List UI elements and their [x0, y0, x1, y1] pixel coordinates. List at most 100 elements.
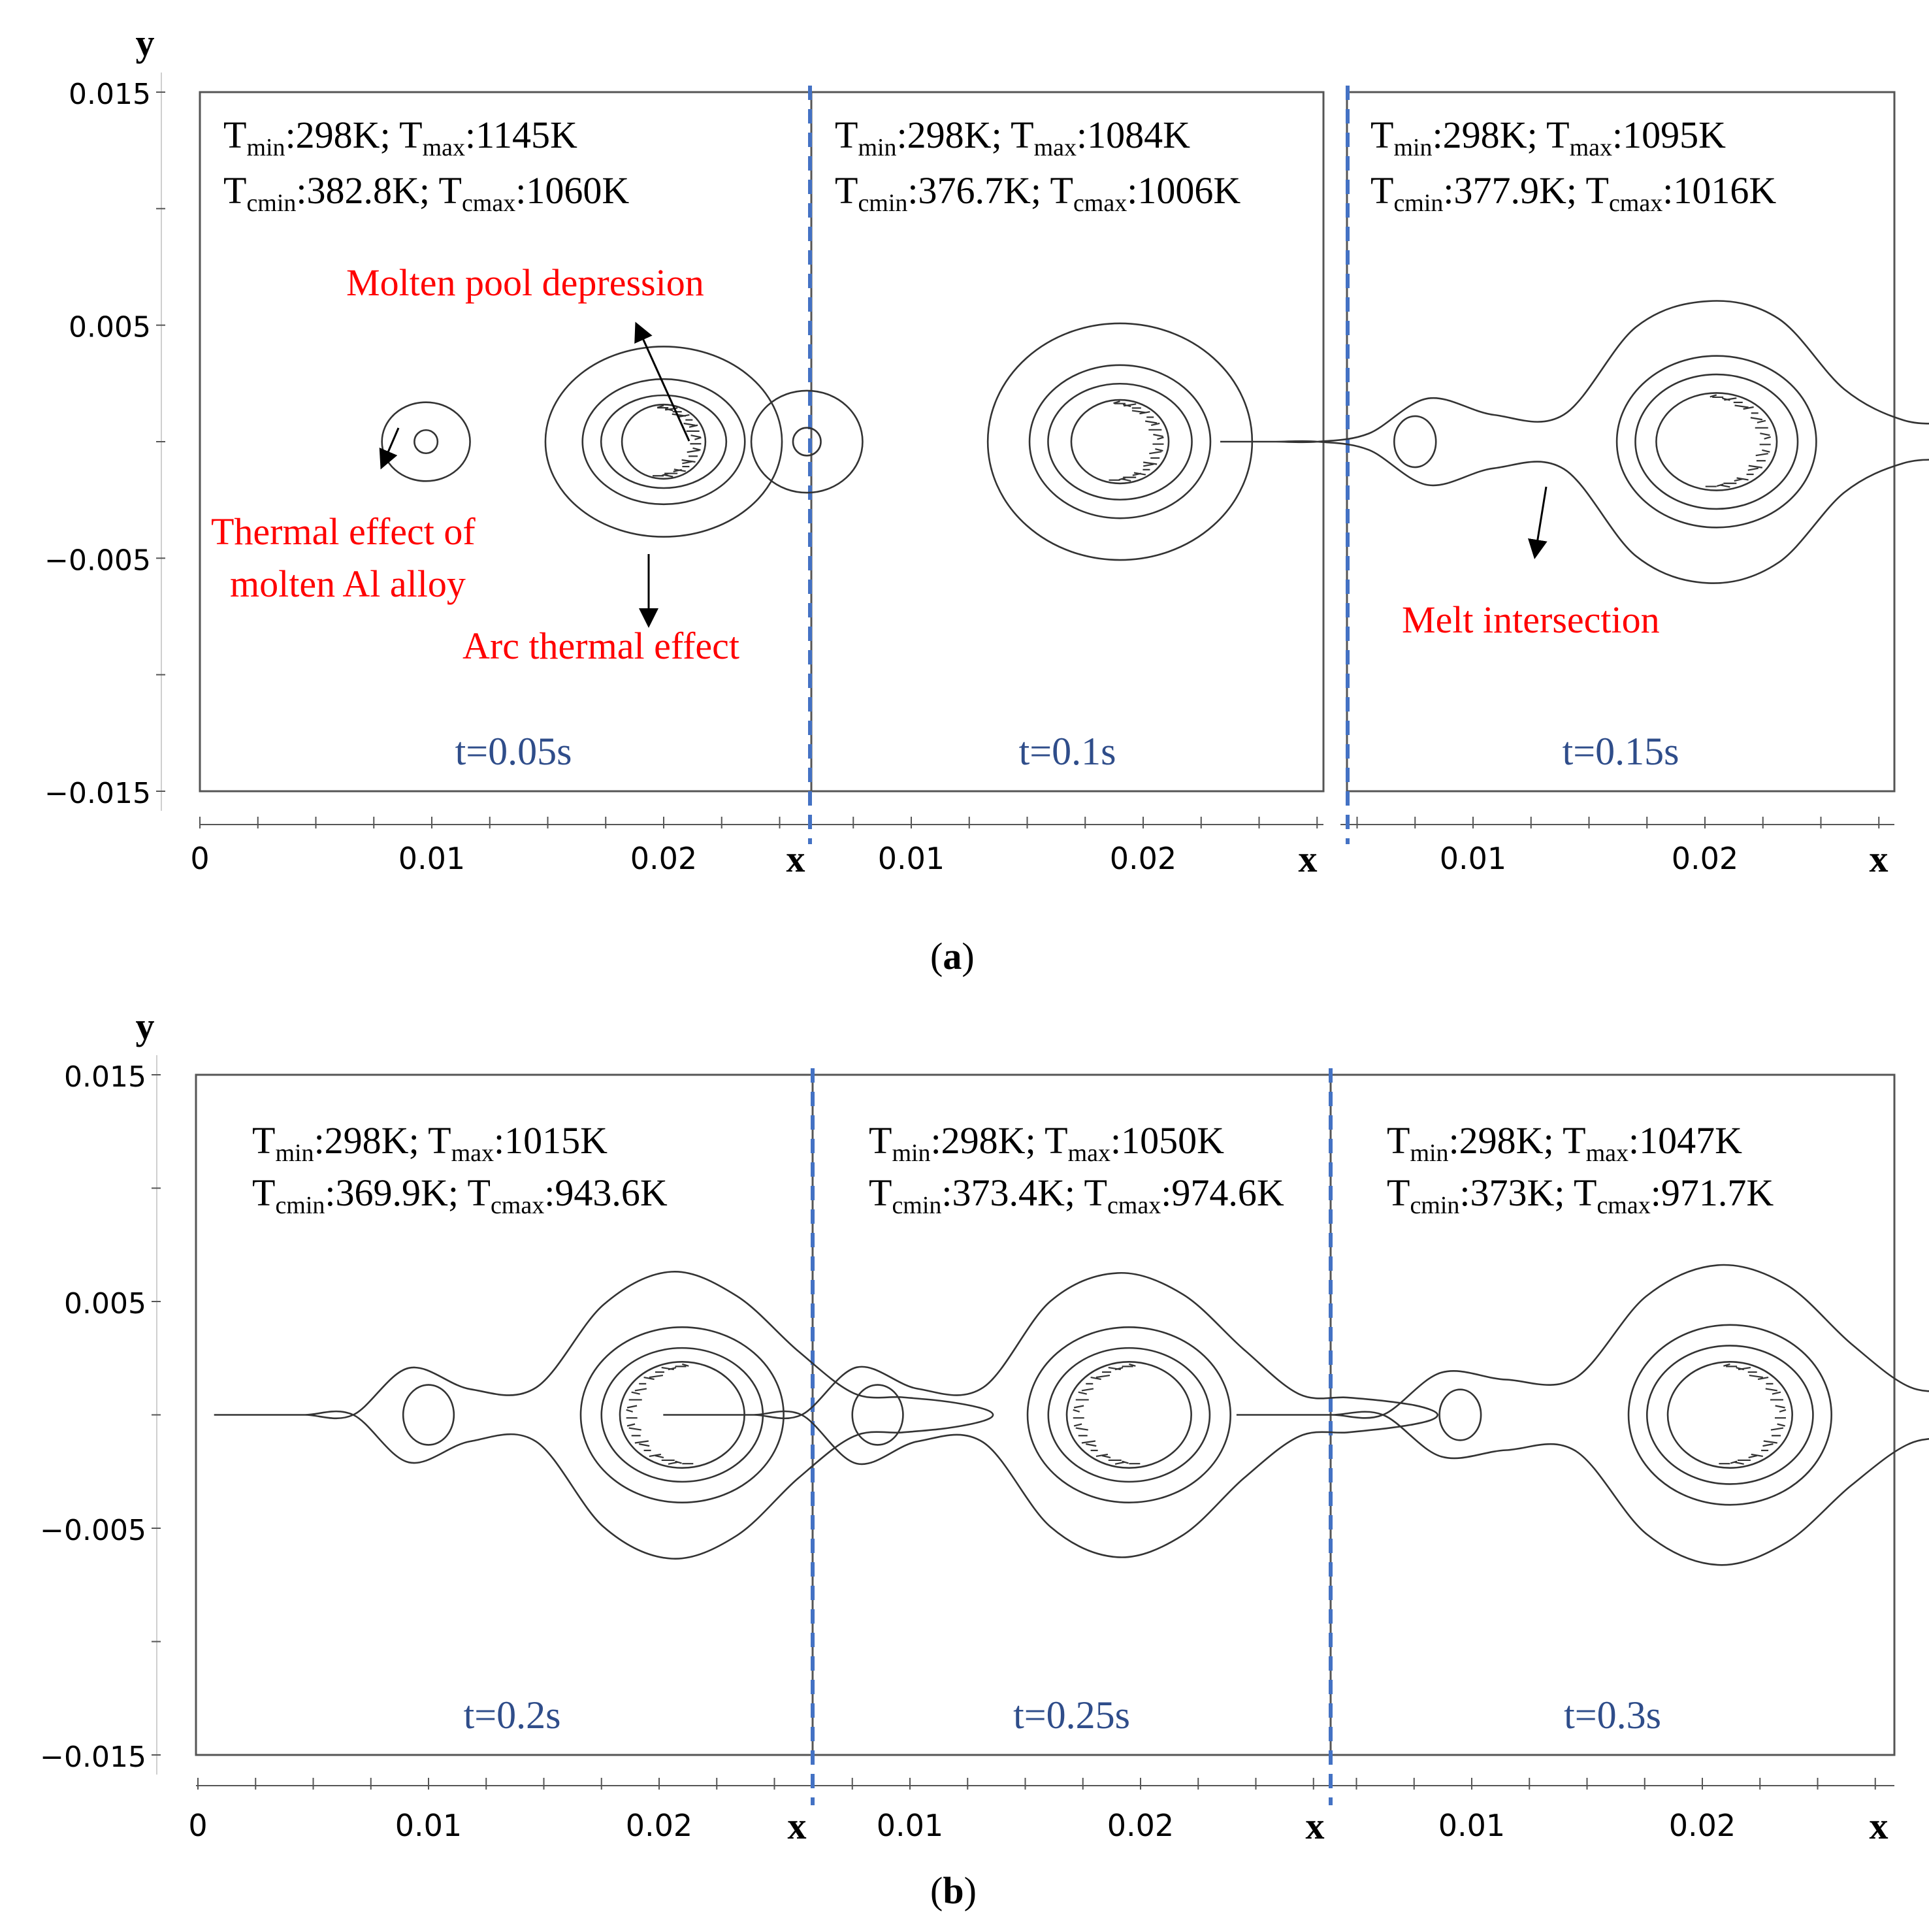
arc-isotherm-2: [579, 1326, 785, 1503]
molten-pool-dashes: [1705, 394, 1771, 488]
molten-pool-dashes: [1719, 1363, 1787, 1465]
x-tick-label: 0: [188, 1808, 207, 1843]
time-label: t=0.25s: [1013, 1694, 1130, 1737]
x-tick-label: 0.01: [1438, 1808, 1505, 1843]
contour-lines: [1220, 300, 1929, 584]
y-tick-label: 0.005: [69, 311, 151, 344]
y-axis-label: y: [136, 22, 155, 64]
panel-dividers: [808, 86, 1350, 844]
temp-line-2: Tcmin:382.8K; Tcmax:1060K: [223, 169, 629, 217]
wire-isotherm-inner: [1438, 1388, 1482, 1441]
annotation-thermal-effect-line2: molten Al alloy: [230, 563, 466, 605]
x-tick-label: 0.01: [398, 841, 465, 876]
contour-lines: [214, 1271, 994, 1560]
y-tick-label: −0.015: [40, 1741, 146, 1774]
wire-isotherm-inner: [402, 1384, 455, 1446]
x-axis-label: x: [1306, 1805, 1325, 1847]
y-tick-label: 0.015: [69, 78, 151, 111]
x-tick-label: 0.01: [1440, 841, 1506, 876]
annotation-molten-pool: Molten pool depression: [346, 261, 704, 304]
caption-b-letter: b: [943, 1869, 964, 1912]
time-label: t=0.2s: [464, 1694, 561, 1737]
panel-a-2: Tmin:298K; Tmax:1084K Tcmin:376.7K; Tcmax…: [750, 114, 1254, 773]
time-label: t=0.1s: [1019, 730, 1116, 773]
temp-line-2: Tcmin:373K; Tcmax:971.7K: [1387, 1171, 1774, 1219]
wire-isotherm-inner: [792, 427, 822, 457]
wire-isotherm-inner: [413, 429, 439, 455]
temp-line-1: Tmin:298K; Tmax:1095K: [1370, 114, 1726, 161]
contour-lines: [1236, 1264, 1929, 1566]
molten-pool-dashes: [1073, 1363, 1141, 1465]
arc-isotherm-3: [1047, 382, 1193, 501]
arrow-molten-pool: [634, 321, 690, 442]
time-label: t=0.05s: [455, 730, 572, 773]
temp-line-1: Tmin:298K; Tmax:1047K: [1387, 1119, 1742, 1167]
caption-b: (b): [930, 1869, 977, 1912]
x-tick-label: 0.02: [1669, 1808, 1736, 1843]
row-b: 0.015 0.005 −0.005 −0.015 y 0 0.01 0.02 x 0.01 0.0…: [40, 1005, 1929, 1847]
caption-a: (a): [930, 935, 975, 977]
caption-a-letter: a: [943, 935, 962, 977]
arc-isotherm-4: [1655, 392, 1778, 491]
x-tick-label: 0.02: [1672, 841, 1738, 876]
annotation-melt-intersection: Melt intersection: [1402, 598, 1660, 641]
wire-isotherm-inner: [851, 1384, 904, 1446]
arc-isotherm-2: [581, 378, 746, 506]
x-axis: 0 0.01 0.02 x 0.01 0.02 x 0.01 0.02 x: [188, 1778, 1894, 1847]
y-tick-label: −0.015: [44, 777, 151, 810]
annotations: Molten pool depression Thermal effect of m…: [211, 261, 1660, 667]
arrow-thermal-effect: [379, 427, 400, 470]
arc-isotherm-2: [1026, 1326, 1231, 1503]
y-tick-label: −0.005: [44, 544, 151, 577]
temp-line-1: Tmin:298K; Tmax:1015K: [252, 1119, 608, 1167]
molten-pool-dashes: [626, 1363, 694, 1465]
x-tick-label: 0.01: [395, 1808, 462, 1843]
panel-frame-3: [1329, 1073, 1896, 1756]
temp-line-2: Tcmin:376.7K; Tcmax:1006K: [835, 169, 1240, 217]
panel-a-3: Tmin:298K; Tmax:1095K Tcmin:377.9K; Tcmax…: [1220, 114, 1929, 773]
annotation-thermal-effect-line1: Thermal effect of: [211, 510, 476, 553]
contour-lines: [750, 322, 1254, 561]
panel-dividers: [811, 1068, 1333, 1805]
x-axis-label: x: [788, 1805, 807, 1847]
temp-line-1: Tmin:298K; Tmax:1084K: [835, 114, 1190, 161]
time-label: t=0.15s: [1563, 730, 1679, 773]
y-axis: 0.015 0.005 −0.005 −0.015 y: [44, 22, 165, 811]
contour-lines: [381, 346, 783, 538]
arrow-melt-intersection: [1528, 486, 1548, 559]
annotation-arc-effect: Arc thermal effect: [462, 625, 739, 667]
x-tick-label: 0.02: [626, 1808, 692, 1843]
molten-pool-dashes: [1109, 401, 1164, 482]
temp-line-1: Tmin:298K; Tmax:1050K: [869, 1119, 1224, 1167]
wire-isotherm-inner: [1393, 415, 1437, 468]
x-tick-label: 0.01: [877, 1808, 943, 1843]
arc-isotherm-4: [1666, 1361, 1793, 1469]
temp-line-2: Tcmin:377.9K; Tcmax:1016K: [1370, 169, 1776, 217]
arc-isotherm-3: [1047, 1347, 1211, 1483]
temp-line-2: Tcmin:369.9K; Tcmax:943.6K: [252, 1171, 668, 1219]
wire-isotherm-outer: [381, 401, 471, 482]
y-tick-label: 0.015: [64, 1060, 146, 1094]
time-label: t=0.3s: [1564, 1694, 1661, 1737]
x-tick-label: 0.02: [630, 841, 697, 876]
x-axis-label: x: [786, 838, 805, 880]
arc-isotherm-1: [544, 346, 783, 538]
x-tick-label: 0.02: [1107, 1808, 1174, 1843]
x-axis-label: x: [1870, 838, 1888, 880]
melt-intersection-isotherm: [214, 1271, 994, 1560]
panel-a-1: Tmin:298K; Tmax:1145K Tcmin:382.8K; Tcmax…: [223, 114, 783, 773]
arc-isotherm-3: [600, 394, 728, 489]
row-a: 0.015 0.005 −0.005 −0.015 y 0 0.01 0.02 x 0.01 0.0…: [44, 22, 1929, 880]
arc-isotherm-4: [1070, 399, 1170, 485]
x-axis-label: x: [1299, 838, 1318, 880]
arc-isotherm-2: [1028, 364, 1212, 519]
y-axis: 0.015 0.005 −0.005 −0.015 y: [40, 1005, 161, 1775]
melt-intersection-isotherm: [1220, 300, 1929, 584]
temp-line-2: Tcmin:373.4K; Tcmax:974.6K: [869, 1171, 1284, 1219]
y-tick-label: 0.005: [64, 1287, 146, 1320]
arc-isotherm-1: [986, 322, 1254, 561]
x-axis: 0 0.01 0.02 x 0.01 0.02 x 0.01 0.02 x: [190, 817, 1894, 880]
